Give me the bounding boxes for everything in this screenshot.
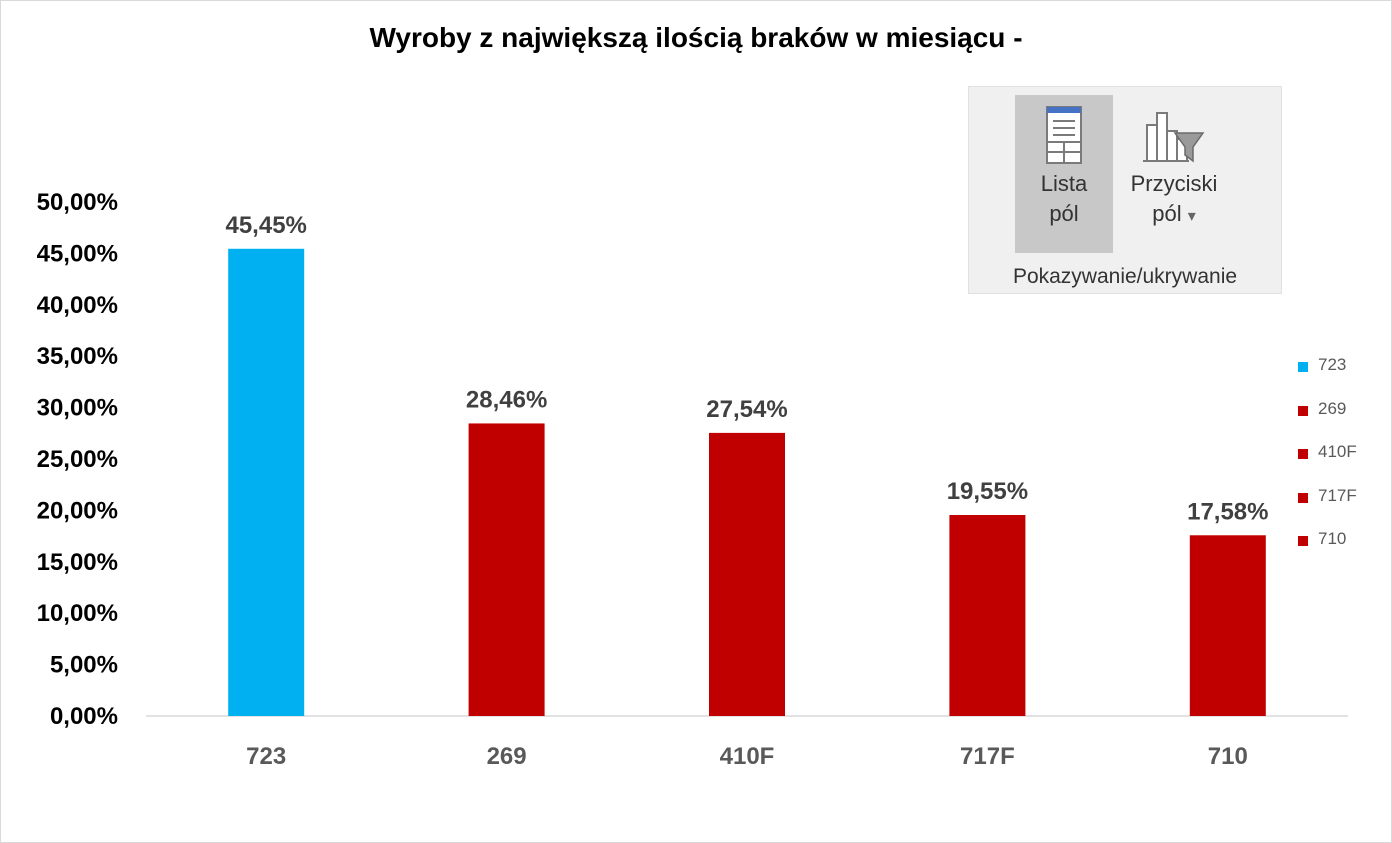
field-list-icon	[1046, 106, 1082, 164]
legend-swatch	[1298, 536, 1308, 546]
ribbon-group-label: Pokazywanie/ukrywanie	[1012, 265, 1238, 288]
field-buttons-button[interactable]: Przyciski pól ▾	[1119, 95, 1229, 253]
data-label: 27,54%	[706, 396, 787, 423]
field-buttons-icon	[1143, 112, 1205, 163]
ribbon-show-hide-group: Lista pól Przyciski pól ▾ Pokazywanie/uk…	[968, 86, 1282, 294]
x-tick-label: 269	[487, 743, 527, 770]
field-list-label-line2: pól	[1049, 201, 1079, 226]
legend-swatch	[1298, 362, 1308, 372]
bar-410f[interactable]	[709, 432, 785, 716]
legend-label: 723	[1318, 355, 1347, 374]
legend-swatch	[1298, 449, 1308, 459]
data-label: 19,55%	[947, 478, 1028, 505]
data-label: 17,58%	[1187, 498, 1268, 525]
data-label: 28,46%	[466, 386, 547, 413]
legend-swatch	[1298, 492, 1308, 503]
y-tick-label: 50,00%	[37, 189, 118, 216]
bar-269[interactable]	[468, 423, 545, 716]
x-tick-label: 717F	[960, 743, 1015, 770]
y-tick-label: 10,00%	[37, 600, 118, 627]
y-tick-label: 35,00%	[37, 343, 118, 370]
field-buttons-label-line1: Przyciski	[1130, 171, 1218, 196]
y-tick-label: 45,00%	[37, 240, 118, 267]
dropdown-arrow-icon: ▾	[1187, 208, 1196, 225]
data-label: 45,45%	[225, 212, 306, 239]
x-tick-label: 410F	[720, 743, 775, 770]
y-tick-label: 0,00%	[50, 703, 118, 730]
legend-label: 717F	[1318, 485, 1357, 505]
bar-723[interactable]	[228, 248, 305, 717]
legend-swatch	[1298, 405, 1308, 416]
y-tick-label: 20,00%	[37, 497, 118, 524]
field-list-label-line1: Lista	[1040, 171, 1088, 196]
y-tick-label: 30,00%	[37, 395, 118, 422]
chart-title: Wyroby z największą ilością braków w mie…	[369, 22, 1023, 53]
field-buttons-label-line2: pól ▾	[1119, 199, 1229, 232]
field-buttons-label-text: pól	[1152, 201, 1182, 226]
y-tick-label: 15,00%	[37, 549, 118, 576]
y-tick-label: 40,00%	[37, 292, 118, 319]
y-tick-label: 25,00%	[37, 446, 118, 473]
legend-label: 269	[1318, 398, 1347, 418]
x-tick-label: 710	[1208, 743, 1248, 770]
bar-717f[interactable]	[949, 515, 1026, 716]
bar-710[interactable]	[1189, 535, 1266, 716]
field-list-button[interactable]: Lista pól	[1015, 95, 1113, 253]
legend-label: 410F	[1318, 442, 1357, 461]
legend-label: 710	[1318, 529, 1347, 548]
x-tick-label: 723	[246, 743, 286, 770]
y-tick-label: 5,00%	[50, 652, 118, 679]
